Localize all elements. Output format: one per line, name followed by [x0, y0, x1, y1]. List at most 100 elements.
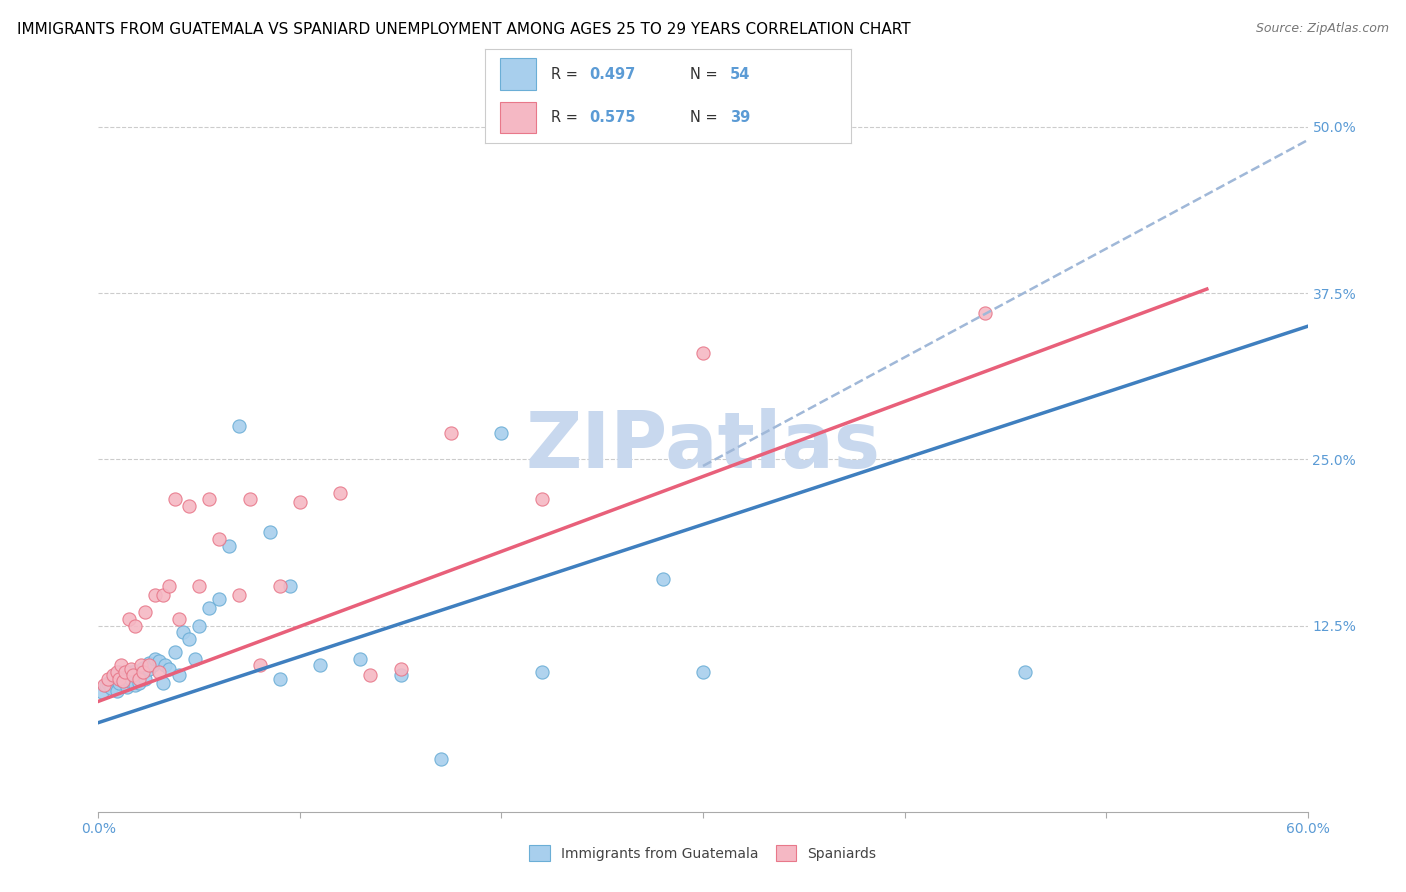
Point — [389, 662, 412, 676]
Point — [179, 499, 201, 513]
Point — [97, 675, 120, 690]
Point — [120, 662, 142, 676]
Point — [142, 658, 165, 673]
Point — [148, 655, 170, 669]
Point — [91, 685, 114, 699]
Point — [157, 662, 180, 676]
Point — [132, 665, 155, 679]
Point — [114, 665, 136, 679]
Point — [97, 672, 120, 686]
Point — [491, 425, 513, 440]
Text: R =: R = — [551, 110, 582, 125]
Point — [128, 675, 150, 690]
Point — [152, 675, 174, 690]
Point — [114, 669, 136, 683]
Point — [138, 662, 160, 676]
Point — [163, 645, 186, 659]
Bar — [499, 59, 536, 90]
Point — [651, 572, 673, 586]
Point — [115, 680, 138, 694]
Point — [128, 667, 150, 681]
Point — [152, 588, 174, 602]
Point — [121, 667, 143, 681]
Point — [96, 678, 118, 692]
Point — [100, 681, 122, 695]
Point — [239, 492, 262, 507]
Point — [269, 672, 291, 686]
Point — [129, 665, 152, 679]
Point — [530, 665, 553, 679]
Text: 54: 54 — [730, 67, 751, 82]
Point — [105, 665, 128, 679]
Point — [103, 667, 125, 681]
Text: ZIPatlas: ZIPatlas — [526, 408, 880, 484]
Point — [128, 672, 150, 686]
Point — [101, 672, 124, 686]
Text: IMMIGRANTS FROM GUATEMALA VS SPANIARD UNEMPLOYMENT AMONG AGES 25 TO 29 YEARS COR: IMMIGRANTS FROM GUATEMALA VS SPANIARD UN… — [17, 22, 911, 37]
Point — [188, 618, 211, 632]
Point — [118, 665, 141, 679]
Point — [132, 661, 155, 675]
Point — [129, 658, 152, 673]
Text: 39: 39 — [730, 110, 751, 125]
Point — [269, 579, 291, 593]
Point — [124, 618, 146, 632]
Point — [121, 667, 143, 681]
Point — [530, 492, 553, 507]
Point — [228, 419, 250, 434]
Point — [974, 306, 997, 320]
Text: R =: R = — [551, 67, 582, 82]
Point — [692, 346, 714, 360]
Point — [138, 656, 160, 670]
Point — [167, 667, 190, 681]
Text: Source: ZipAtlas.com: Source: ZipAtlas.com — [1256, 22, 1389, 36]
Point — [138, 658, 160, 673]
Point — [124, 664, 146, 678]
Point — [153, 658, 176, 673]
Point — [101, 667, 124, 681]
Point — [124, 678, 146, 692]
Point — [440, 425, 463, 440]
Point — [143, 588, 166, 602]
Point — [188, 579, 211, 593]
Point — [118, 612, 141, 626]
Point — [278, 579, 301, 593]
Point — [134, 605, 156, 619]
Point — [389, 667, 412, 681]
Point — [105, 683, 128, 698]
Point — [107, 675, 129, 690]
Point — [228, 588, 250, 602]
Point — [107, 672, 129, 686]
Bar — [499, 102, 536, 134]
Point — [157, 579, 180, 593]
Text: 0.497: 0.497 — [589, 67, 636, 82]
Point — [120, 672, 142, 686]
Point — [360, 667, 382, 681]
Point — [110, 672, 132, 686]
Point — [167, 612, 190, 626]
Point — [111, 674, 134, 689]
Point — [148, 665, 170, 679]
Point — [329, 485, 352, 500]
Legend: Immigrants from Guatemala, Spaniards: Immigrants from Guatemala, Spaniards — [524, 839, 882, 867]
Point — [1014, 665, 1036, 679]
Point — [179, 632, 201, 646]
Point — [163, 492, 186, 507]
Point — [93, 678, 115, 692]
Point — [692, 665, 714, 679]
Point — [430, 751, 453, 765]
Text: N =: N = — [690, 67, 723, 82]
Point — [208, 591, 231, 606]
Point — [249, 658, 271, 673]
Point — [110, 658, 132, 673]
Point — [349, 652, 371, 666]
Point — [198, 492, 221, 507]
Text: 0.575: 0.575 — [589, 110, 636, 125]
Point — [134, 672, 156, 686]
Point — [288, 495, 311, 509]
Point — [198, 601, 221, 615]
Point — [309, 658, 332, 673]
Text: N =: N = — [690, 110, 723, 125]
Point — [208, 532, 231, 546]
Point — [218, 539, 240, 553]
